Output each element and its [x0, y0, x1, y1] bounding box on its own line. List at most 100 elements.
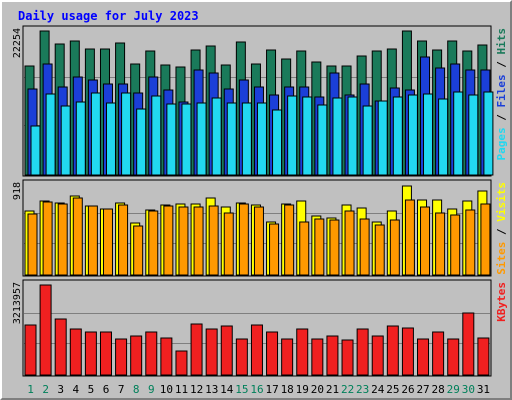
x-tick-label: 1 [27, 383, 34, 396]
bar-pages [90, 92, 101, 176]
x-tick-label: 4 [73, 383, 80, 396]
y-axis-labels: 22254 918 3213957 [12, 28, 23, 324]
x-tick-label: 8 [133, 383, 140, 396]
legend-entry-pages: Pages [495, 127, 508, 160]
bar-kbytes [250, 324, 263, 376]
bar-pages [272, 109, 283, 176]
bar-sites [389, 219, 400, 276]
bar-sites [118, 204, 129, 276]
bar-kbytes [266, 331, 279, 376]
bar-pages [347, 96, 358, 176]
bar-pages [423, 93, 434, 176]
x-tick-label: 9 [148, 383, 155, 396]
bar-pages [453, 91, 464, 176]
x-tick-label: 25 [386, 383, 399, 396]
chart-title: Daily usage for July 2023 [18, 9, 199, 23]
x-tick-label: 7 [118, 383, 125, 396]
bar-pages [136, 108, 147, 176]
bar-kbytes [190, 323, 203, 376]
bar-kbytes [462, 312, 475, 376]
x-tick-label: 20 [311, 383, 324, 396]
bar-pages [377, 100, 388, 176]
legend-separator: / [495, 55, 508, 75]
bar-kbytes [145, 331, 158, 376]
bar-sites [87, 205, 98, 276]
bar-pages [60, 105, 71, 176]
bar-pages [45, 93, 56, 176]
bar-pages [151, 95, 162, 176]
legend-entry-sites: Sites [495, 242, 508, 275]
bar-sites [208, 205, 219, 276]
x-tick-label: 31 [477, 383, 490, 396]
bar-sites [223, 212, 234, 276]
bar-kbytes [477, 337, 490, 376]
bar-sites [374, 224, 385, 276]
legend-separator: / [495, 222, 508, 242]
x-tick-label: 19 [296, 383, 309, 396]
chart-panels [22, 25, 494, 377]
x-tick-label: 28 [432, 383, 445, 396]
bar-pages [196, 102, 207, 176]
y-max-label: 22254 [12, 28, 23, 58]
x-tick-label: 16 [250, 383, 263, 396]
bar-kbytes [281, 338, 294, 376]
bar-kbytes [447, 338, 460, 376]
y-max-label: 3213957 [12, 282, 23, 324]
bar-sites [42, 201, 53, 276]
bar-sites [57, 203, 68, 276]
bar-kbytes [371, 335, 384, 376]
bar-pages [211, 97, 222, 176]
bar-sites [163, 205, 174, 276]
bar-kbytes [386, 325, 399, 376]
bar-pages [483, 91, 494, 176]
bar-sites [299, 221, 310, 276]
legend-requests: Pages / Files / Hits [495, 28, 508, 161]
bar-pages [226, 102, 237, 176]
x-tick-label: 18 [281, 383, 294, 396]
series-sites [27, 197, 491, 276]
bar-sites [344, 210, 355, 276]
x-tick-label: 11 [175, 383, 188, 396]
bar-pages [438, 98, 449, 176]
bar-pages [30, 125, 41, 176]
x-tick-label: 22 [341, 383, 354, 396]
x-tick-label: 24 [371, 383, 385, 396]
bar-sites [480, 203, 491, 276]
bar-sites [193, 206, 204, 276]
y-max-label: 918 [12, 182, 23, 200]
x-tick-label: 10 [160, 383, 173, 396]
legend-entry-visits: Visits [495, 182, 508, 222]
bar-pages [166, 103, 177, 176]
bar-kbytes [326, 335, 339, 376]
bar-kbytes [130, 335, 143, 376]
x-tick-label: 15 [235, 383, 248, 396]
bar-kbytes [99, 331, 112, 376]
x-tick-label: 17 [265, 383, 278, 396]
panel-visits [22, 179, 492, 277]
bar-sites [359, 218, 370, 276]
bar-kbytes [220, 325, 233, 376]
x-tick-label: 23 [356, 383, 369, 396]
bar-sites [133, 225, 144, 276]
bar-pages [468, 94, 479, 176]
x-tick-label: 2 [42, 383, 49, 396]
bar-sites [284, 204, 295, 276]
bar-pages [317, 104, 328, 176]
bar-sites [253, 206, 264, 276]
bar-sites [314, 218, 325, 276]
x-tick-label: 27 [416, 383, 429, 396]
bar-kbytes [401, 327, 414, 376]
bar-kbytes [356, 328, 369, 376]
x-tick-label: 29 [447, 383, 460, 396]
x-tick-label: 26 [401, 383, 414, 396]
bar-sites [148, 210, 159, 276]
panel-requests [22, 25, 494, 177]
bar-pages [121, 92, 132, 176]
bar-kbytes [115, 338, 128, 376]
bar-sites [27, 213, 38, 276]
bar-kbytes [296, 328, 309, 376]
bar-sites [329, 219, 340, 276]
x-tick-label: 12 [190, 383, 203, 396]
bar-sites [178, 206, 189, 276]
